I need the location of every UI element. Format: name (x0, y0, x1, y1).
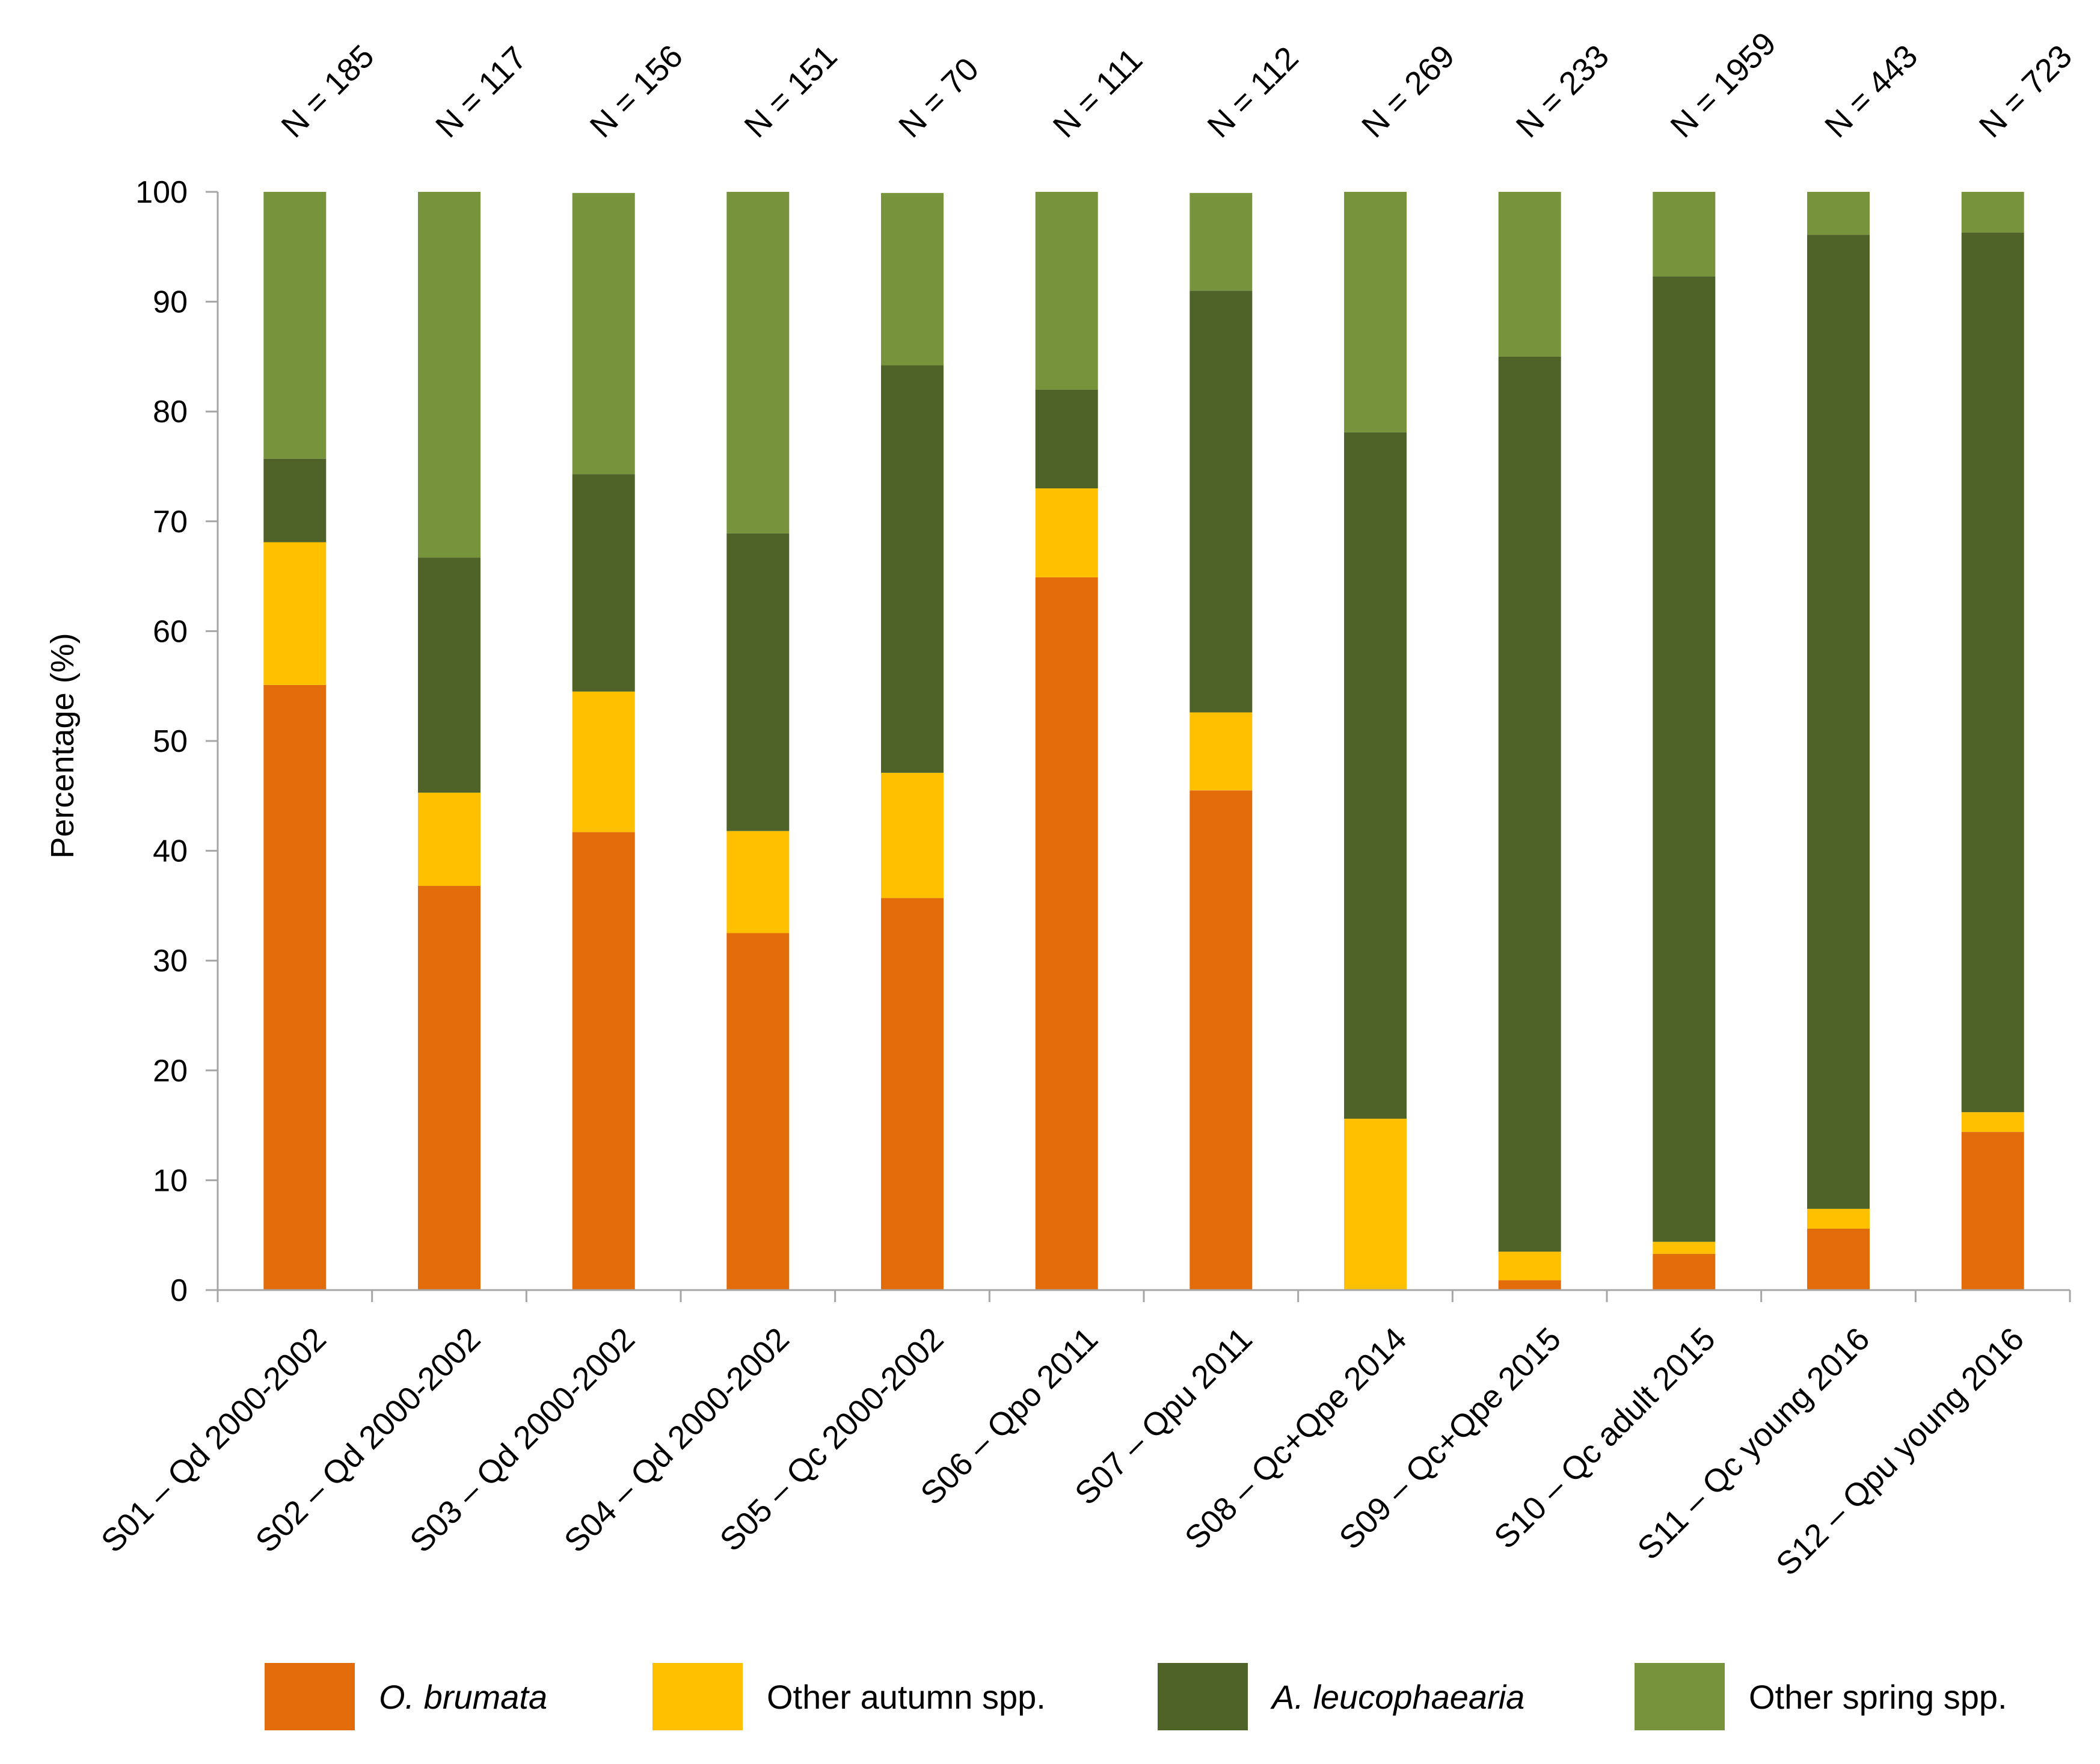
bar-segment-11-series-4 (1807, 192, 1870, 235)
bar-segment-11-series-2 (1807, 1208, 1870, 1229)
y-tick-label-30: 30 (153, 944, 188, 979)
y-tick-label-80: 80 (153, 395, 188, 429)
n-label-1: N = 185 (274, 38, 381, 144)
bar-segment-9-series-4 (1498, 192, 1561, 357)
bar-segment-5-series-2 (881, 773, 944, 899)
bar-segment-1-series-1 (263, 684, 327, 1290)
legend-label-2: Other autumn spp. (767, 1678, 1046, 1716)
legend: O. brumata Other autumn spp. A. leucophaea… (265, 1663, 2007, 1730)
legend-swatch-2 (652, 1663, 743, 1730)
bar-layer (263, 192, 2024, 1290)
bar-segment-3-series-3 (572, 474, 635, 692)
bar-segment-6-series-3 (1035, 389, 1098, 488)
axes-layer (206, 191, 2071, 1302)
x-category-label-12: S12 – Qpu young 2016 (1769, 1321, 2031, 1582)
bar-segment-7-series-1 (1190, 790, 1253, 1290)
n-label-10: N = 1959 (1663, 25, 1782, 144)
legend-label-1: O. brumata (379, 1678, 547, 1716)
bar-segment-9-series-2 (1498, 1252, 1561, 1280)
bar-segment-4-series-1 (726, 933, 790, 1290)
n-label-11: N = 443 (1818, 38, 1924, 144)
bar-segment-8-series-3 (1344, 432, 1407, 1119)
bar-segment-4-series-2 (726, 831, 790, 933)
n-label-3: N = 156 (583, 38, 690, 144)
n-label-6: N = 111 (1046, 41, 1150, 145)
bar-segment-2-series-2 (418, 792, 480, 886)
bar-segment-7-series-2 (1190, 712, 1253, 791)
bar-segment-6-series-4 (1035, 192, 1098, 390)
bar-segment-5-series-4 (881, 192, 944, 366)
n-label-4: N = 151 (737, 38, 844, 144)
n-label-2: N = 117 (429, 40, 533, 144)
bar-segment-11-series-1 (1807, 1228, 1870, 1290)
bar-segment-2-series-3 (418, 558, 480, 793)
y-tick-label-10: 10 (153, 1163, 188, 1198)
bar-segment-4-series-3 (726, 533, 790, 831)
bar-segment-10-series-1 (1653, 1253, 1716, 1290)
bar-segment-7-series-4 (1190, 192, 1253, 291)
y-tick-label-50: 50 (153, 724, 188, 759)
y-tick-label-40: 40 (153, 834, 188, 869)
bar-segment-8-series-4 (1344, 192, 1407, 432)
n-label-5: N = 70 (892, 51, 986, 144)
y-tick-label-100: 100 (135, 175, 188, 210)
y-axis-title: Percentage (%) (45, 633, 81, 858)
n-label-7: N = 112 (1200, 40, 1305, 144)
bar-segment-8-series-2 (1344, 1119, 1407, 1290)
y-tick-label-60: 60 (153, 614, 188, 649)
bar-segment-12-series-2 (1961, 1112, 2024, 1132)
y-tick-label-20: 20 (153, 1054, 188, 1089)
legend-label-4: Other spring spp. (1749, 1678, 2007, 1716)
bar-segment-9-series-1 (1498, 1280, 1561, 1290)
n-label-12: N = 723 (1973, 38, 2079, 144)
bar-segment-7-series-3 (1190, 290, 1253, 713)
n-label-9: N = 233 (1509, 38, 1616, 144)
bar-segment-3-series-1 (572, 832, 635, 1290)
bar-segment-10-series-4 (1653, 192, 1716, 277)
y-tick-label-0: 0 (170, 1273, 188, 1308)
bar-segment-1-series-4 (263, 192, 327, 459)
bar-segment-3-series-2 (572, 691, 635, 832)
bar-segment-2-series-1 (418, 886, 480, 1290)
bar-segment-3-series-4 (572, 192, 635, 475)
bar-segment-10-series-3 (1653, 276, 1716, 1242)
sample-size-labels: N = 185 N = 117 N = 156 N = 151 N = 70 N = 11… (274, 25, 2079, 144)
bar-segment-1-series-2 (263, 542, 327, 685)
bar-segment-2-series-4 (418, 192, 480, 558)
n-label-8: N = 269 (1355, 38, 1461, 144)
bar-segment-9-series-3 (1498, 356, 1561, 1252)
bar-segment-1-series-3 (263, 458, 327, 542)
legend-swatch-3 (1158, 1663, 1248, 1730)
y-tick-label-70: 70 (153, 505, 188, 539)
bar-segment-12-series-3 (1961, 232, 2024, 1113)
legend-label-3: A. leucophaearia (1270, 1678, 1524, 1716)
bar-segment-5-series-3 (881, 365, 944, 773)
bar-segment-11-series-3 (1807, 235, 1870, 1209)
bar-segment-6-series-1 (1035, 577, 1098, 1290)
bar-segment-5-series-1 (881, 898, 944, 1290)
legend-swatch-4 (1635, 1663, 1725, 1730)
bar-segment-12-series-1 (1961, 1132, 2024, 1290)
bar-segment-4-series-4 (726, 192, 790, 533)
y-tick-labels: 0 10 20 30 40 50 60 70 80 90 100 (135, 175, 188, 1308)
legend-swatch-1 (265, 1663, 355, 1730)
bar-segment-12-series-4 (1961, 192, 2024, 233)
bar-segment-10-series-2 (1653, 1241, 1716, 1254)
y-tick-label-90: 90 (153, 285, 188, 320)
bar-segment-6-series-2 (1035, 488, 1098, 577)
